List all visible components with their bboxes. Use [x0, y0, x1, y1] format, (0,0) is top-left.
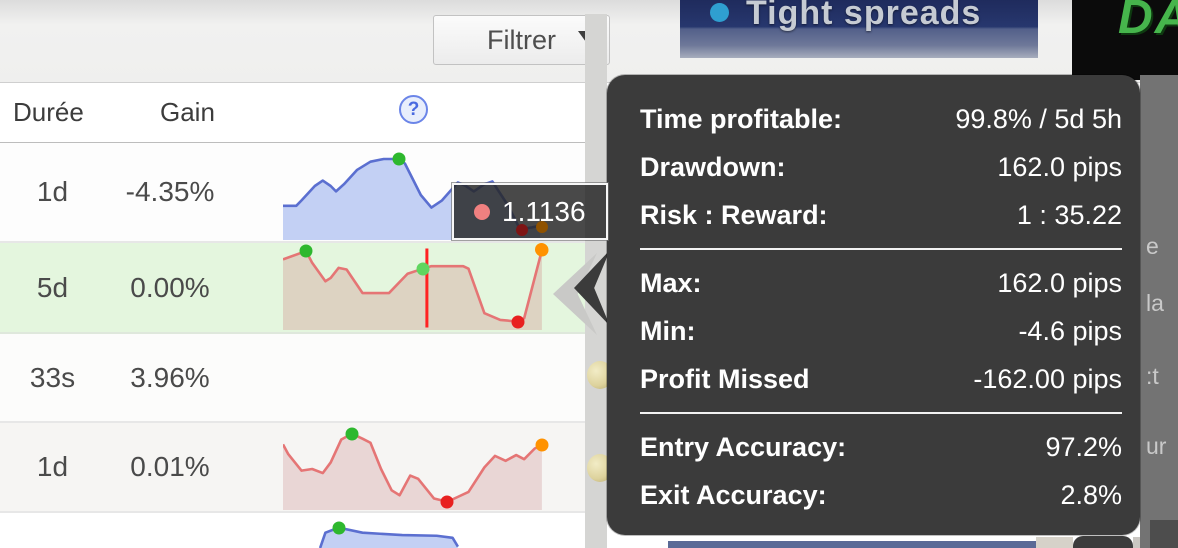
stat-value: 1 : 35.22 [1016, 199, 1122, 230]
stat-value: -162.00 pips [973, 363, 1122, 394]
gain-cell: 0.01% [130, 451, 210, 482]
stat-label: Exit Accuracy: [640, 479, 827, 510]
stat-value: -4.6 pips [1018, 315, 1122, 346]
stat-label: Entry Accuracy: [640, 431, 847, 462]
duration-cell: 1d [36, 451, 69, 482]
table-header: Durée Gain ? [0, 83, 585, 143]
help-icon[interactable]: ? [399, 95, 428, 124]
dark-orange-point-icon [536, 221, 548, 233]
duration-cell: 5d [36, 271, 69, 303]
footer-banner-edge [668, 541, 1036, 548]
table-row[interactable]: 33s 3.96% [0, 334, 585, 423]
footer-dark-fragment [1073, 536, 1133, 548]
dark-red-point-icon [516, 224, 528, 236]
orange-point-icon [535, 243, 548, 256]
stat-label: Time profitable: [640, 103, 843, 134]
background-text-fragment: :t [1146, 363, 1159, 389]
footer-bg-fragment [1036, 537, 1073, 548]
table-row-highlighted[interactable]: 5d 0.00% [0, 243, 585, 334]
tooltip-divider [640, 412, 1122, 414]
ad-corner-text: DA [1118, 0, 1178, 44]
spark-row-4-red[interactable] [283, 427, 549, 510]
stat-value: 162.0 pips [997, 151, 1122, 182]
spark-row-2-red[interactable] [283, 243, 549, 330]
stat-value: 97.2% [1045, 431, 1122, 462]
ad-banner-text: Tight spreads [746, 0, 982, 32]
spark-marker-dot [332, 521, 346, 535]
spark-marker-dot [440, 495, 454, 509]
stat-label: Profit Missed [640, 363, 810, 394]
column-header-duration: Durée [13, 97, 84, 127]
duration-cell: 33s [29, 361, 76, 393]
tooltip-arrow-icon [574, 250, 610, 326]
spark-marker-dot [392, 152, 406, 166]
price-point-tooltip: 1.1136 [451, 182, 609, 241]
stat-label: Min: [640, 315, 696, 346]
price-point-dot-icon [474, 203, 490, 220]
gain-cell: 3.96% [130, 361, 210, 393]
background-text-fragment: e [1146, 233, 1159, 259]
spark-row-5-blue[interactable] [283, 514, 548, 548]
duration-cell: 1d [36, 176, 69, 207]
dimmed-page-strip-right: e la :t ur [1140, 75, 1178, 548]
stat-value: 99.8% / 5d 5h [955, 103, 1122, 134]
ad-corner[interactable]: DA [1072, 0, 1178, 80]
duration-cell [0, 513, 105, 548]
background-text-fragment: la [1146, 290, 1164, 316]
stat-label: Risk : Reward: [640, 199, 828, 230]
spark-marker-dot [416, 262, 430, 276]
spark-marker-dot [299, 244, 313, 258]
ad-banner[interactable]: Tight spreads [680, 0, 1038, 58]
bullet-icon [710, 3, 729, 22]
table-row[interactable] [0, 513, 585, 548]
filter-button-label: Filtrer [487, 24, 556, 55]
table-row[interactable]: 1d 0.01% [0, 423, 585, 513]
coin-icon [587, 454, 607, 482]
spark-marker-dot [511, 315, 525, 329]
gain-cell [100, 513, 240, 548]
spark-marker-dot [345, 427, 359, 441]
spark-marker-dot [535, 438, 549, 452]
stat-value: 162.0 pips [997, 267, 1122, 298]
background-text-fragment: ur [1146, 433, 1167, 459]
tooltip-divider [640, 248, 1122, 250]
coin-icon [587, 361, 607, 389]
stat-label: Drawdown: [640, 151, 786, 182]
stat-label: Max: [640, 267, 702, 298]
column-header-gain: Gain [160, 97, 215, 127]
gain-cell: 0.00% [130, 271, 210, 303]
background-dark-block [1150, 520, 1178, 548]
stats-tooltip: Time profitable: 99.8% / 5d 5h Drawdown: 1… [607, 75, 1140, 535]
stat-value: 2.8% [1060, 479, 1122, 510]
gain-cell: -4.35% [125, 176, 215, 207]
